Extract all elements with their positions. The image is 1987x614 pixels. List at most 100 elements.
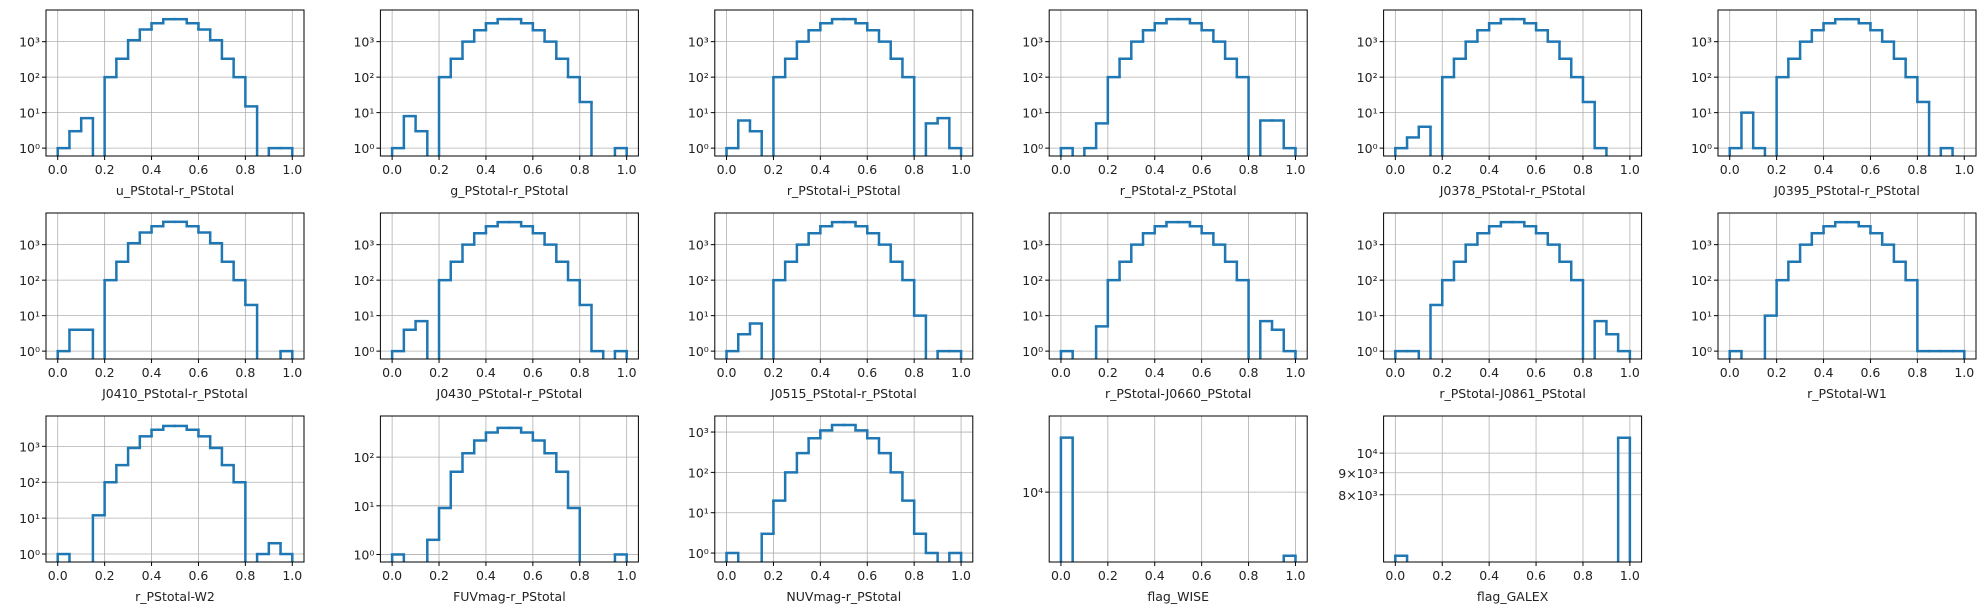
histogram-step — [725, 423, 963, 562]
x-tick-label: 0.2 — [95, 568, 115, 583]
x-tick-label: 0.4 — [476, 365, 496, 380]
x-tick-label: 0.8 — [904, 568, 924, 583]
y-tick-label: 10³ — [688, 425, 709, 440]
y-tick-label: 10¹ — [353, 309, 374, 324]
x-tick-label: 0.8 — [904, 365, 924, 380]
x-tick-label: 0.2 — [1098, 365, 1118, 380]
y-tick-label: 10⁰ — [1022, 141, 1043, 156]
subplot: 0.0 0.2 0.4 0.6 0.8 1.0 10⁰ 10¹ 10² 10³ J0430_PSto… — [353, 212, 639, 401]
x-tick-label: 0.6 — [1192, 365, 1212, 380]
y-tick-label: 10¹ — [688, 506, 709, 521]
x-axis-label: FUVmag-r_PStotal — [453, 589, 566, 604]
y-tick-label: 10⁰ — [688, 344, 709, 359]
x-tick-label: 0.0 — [48, 568, 68, 583]
y-tick-label: 10¹ — [1691, 106, 1712, 121]
x-tick-label: 0.2 — [1767, 162, 1787, 177]
y-tick-label: 10¹ — [353, 106, 374, 121]
axes-frame — [714, 415, 974, 563]
y-tick-label: 10³ — [353, 238, 374, 253]
y-tick-label: 10³ — [1691, 238, 1712, 253]
x-tick-label: 0.4 — [810, 568, 830, 583]
x-tick-label: 1.0 — [1620, 568, 1640, 583]
y-tick-label: 10⁰ — [688, 546, 709, 561]
histogram-step — [1059, 220, 1297, 359]
x-tick-label: 1.0 — [951, 365, 971, 380]
y-tick-label: 9×10³ — [1338, 466, 1377, 481]
x-tick-label: 0.6 — [1526, 162, 1546, 177]
x-tick-label: 1.0 — [1620, 162, 1640, 177]
y-tick-label: 10³ — [19, 35, 40, 50]
x-tick-label: 0.0 — [48, 162, 68, 177]
x-tick-label: 0.2 — [429, 365, 449, 380]
y-tick-label: 10² — [1691, 70, 1712, 85]
x-tick-label: 1.0 — [1954, 365, 1974, 380]
subplot: 0.0 0.2 0.4 0.6 0.8 1.0 10⁰ 10¹ 10² 10³ g_PStotal-… — [353, 9, 639, 198]
x-axis-label: r_PStotal-i_PStotal — [787, 183, 901, 198]
x-tick-label: 0.8 — [570, 568, 590, 583]
x-tick-label: 0.4 — [1814, 162, 1834, 177]
y-tick-label: 10⁰ — [353, 547, 374, 562]
subplot: 0.0 0.2 0.4 0.6 0.8 1.0 10⁰ 10¹ 10² 10³ r_PStotal-… — [1691, 212, 1977, 401]
x-tick-label: 0.2 — [1432, 365, 1452, 380]
x-tick-label: 1.0 — [282, 162, 302, 177]
x-tick-label: 0.0 — [382, 568, 402, 583]
x-axis-label: r_PStotal-W1 — [1807, 386, 1887, 401]
x-tick-label: 0.4 — [1479, 162, 1499, 177]
subplot: 0.0 0.2 0.4 0.6 0.8 1.0 10⁰ 10¹ 10² 10³ NUVmag-r_P… — [688, 415, 974, 604]
x-tick-label: 0.2 — [95, 365, 115, 380]
x-tick-label: 0.8 — [570, 162, 590, 177]
y-tick-label: 10⁰ — [19, 344, 40, 359]
x-tick-label: 0.8 — [1239, 568, 1259, 583]
y-tick-label: 10¹ — [19, 309, 40, 324]
x-tick-label: 0.8 — [1573, 568, 1593, 583]
x-tick-label: 0.8 — [1239, 162, 1259, 177]
y-tick-label: 10¹ — [353, 499, 374, 514]
y-tick-label: 10⁰ — [1691, 344, 1712, 359]
subplot: 0.0 0.2 0.4 0.6 0.8 1.0 10⁰ 10¹ 10² 10³ J0410_PSto… — [19, 212, 305, 401]
x-tick-label: 0.8 — [1907, 162, 1927, 177]
x-tick-label: 1.0 — [617, 162, 637, 177]
x-tick-label: 0.2 — [1098, 568, 1118, 583]
histogram-step — [1394, 17, 1608, 156]
y-tick-label: 10³ — [688, 238, 709, 253]
y-tick-label: 10¹ — [688, 309, 709, 324]
y-tick-label: 10² — [1357, 273, 1378, 288]
y-tick-label: 10¹ — [19, 106, 40, 121]
y-tick-label: 10⁰ — [688, 141, 709, 156]
y-tick-label: 10⁰ — [353, 141, 374, 156]
y-tick-label: 8×10³ — [1338, 488, 1377, 503]
x-tick-label: 0.8 — [1907, 365, 1927, 380]
y-tick-label: 10² — [1691, 273, 1712, 288]
x-tick-label: 0.0 — [382, 162, 402, 177]
y-tick-label: 10² — [1022, 70, 1043, 85]
axes-frame — [1048, 415, 1308, 563]
axes-frame — [1383, 212, 1643, 360]
y-tick-label: 10¹ — [19, 511, 40, 526]
axes-frame — [1717, 212, 1977, 360]
x-tick-label: 1.0 — [282, 568, 302, 583]
x-tick-label: 0.2 — [1098, 162, 1118, 177]
subplot: 0.0 0.2 0.4 0.6 0.8 1.0 10⁴ flag_WISE — [1022, 415, 1308, 604]
histogram-step — [725, 17, 963, 156]
x-tick-label: 0.4 — [1145, 568, 1165, 583]
histogram-step — [1394, 436, 1632, 562]
y-tick-label: 10¹ — [1022, 309, 1043, 324]
x-axis-label: u_PStotal-r_PStotal — [116, 183, 234, 198]
x-tick-label: 0.8 — [1573, 365, 1593, 380]
x-tick-label: 0.8 — [904, 162, 924, 177]
histogram-step — [1728, 17, 1954, 156]
x-tick-label: 0.2 — [1432, 568, 1452, 583]
x-tick-label: 0.6 — [523, 365, 543, 380]
y-tick-label: 10³ — [1691, 35, 1712, 50]
axes-frame — [45, 415, 305, 563]
histogram-step — [56, 424, 294, 562]
histogram-step — [390, 426, 628, 562]
y-tick-label: 10⁰ — [1357, 344, 1378, 359]
x-axis-label: J0395_PStotal-r_PStotal — [1773, 183, 1920, 198]
x-tick-label: 0.2 — [429, 162, 449, 177]
x-tick-label: 0.6 — [857, 365, 877, 380]
x-tick-label: 0.4 — [142, 568, 162, 583]
x-tick-label: 0.2 — [1432, 162, 1452, 177]
axes-frame — [714, 9, 974, 157]
histogram-step — [56, 17, 294, 156]
